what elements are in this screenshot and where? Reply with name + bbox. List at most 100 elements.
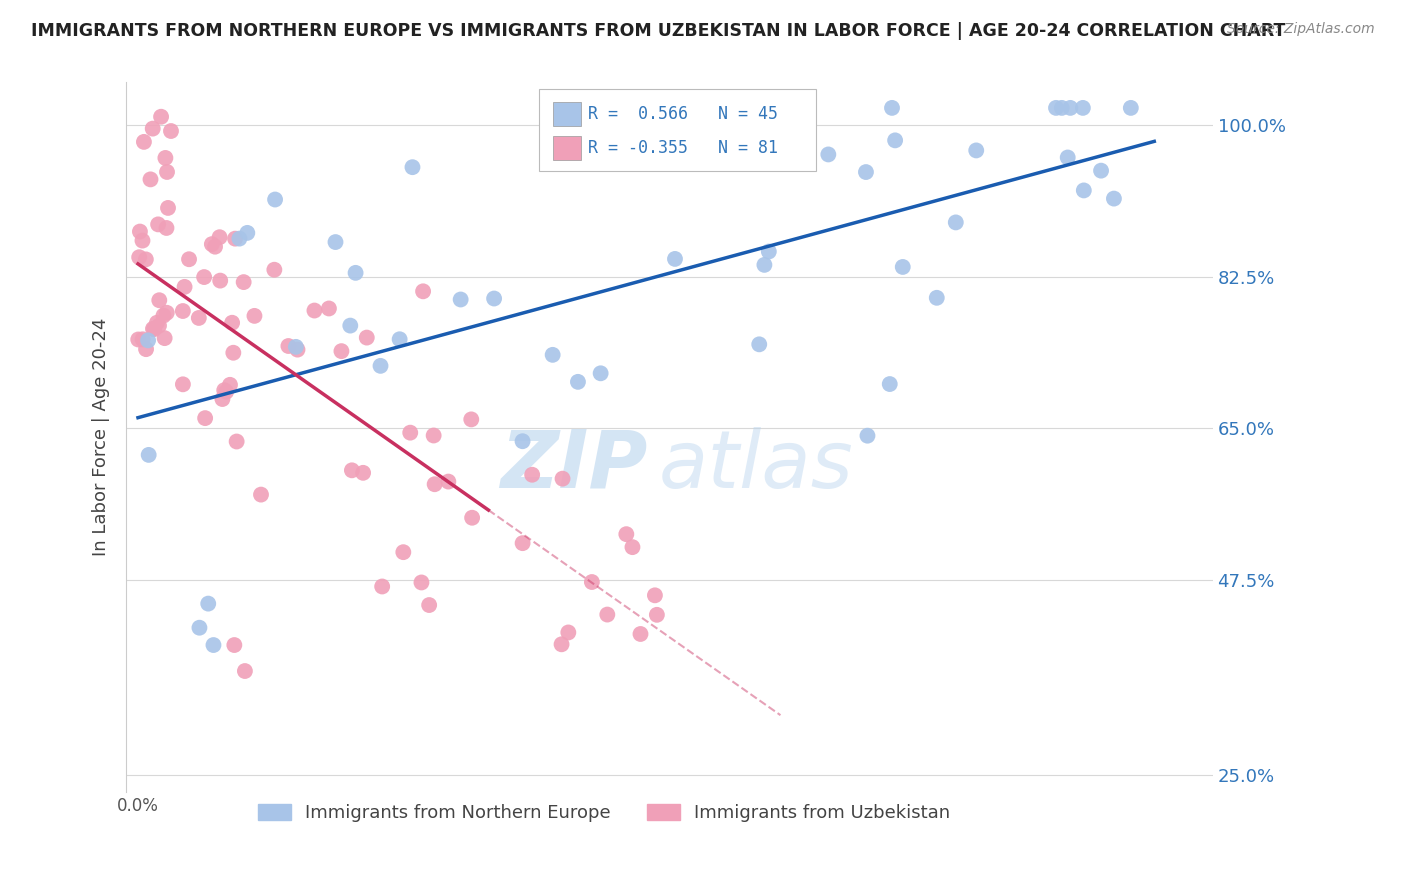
Point	[277, 339, 299, 353]
Point	[1073, 183, 1095, 197]
Point	[156, 165, 179, 179]
FancyBboxPatch shape	[538, 89, 815, 170]
Point	[211, 392, 233, 406]
Text: IMMIGRANTS FROM NORTHERN EUROPE VS IMMIGRANTS FROM UZBEKISTAN IN LABOR FORCE | A: IMMIGRANTS FROM NORTHERN EUROPE VS IMMIG…	[31, 22, 1285, 40]
Point	[945, 215, 967, 229]
Point	[325, 235, 347, 249]
Point	[392, 545, 415, 559]
Text: Source: ZipAtlas.com: Source: ZipAtlas.com	[1227, 22, 1375, 37]
Point	[222, 345, 245, 359]
Point	[1090, 163, 1112, 178]
Point	[758, 244, 780, 259]
Point	[541, 348, 564, 362]
Point	[461, 510, 484, 524]
Point	[412, 285, 434, 299]
Point	[856, 428, 879, 442]
Point	[880, 101, 903, 115]
Point	[209, 274, 232, 288]
Point	[567, 375, 589, 389]
Point	[193, 270, 215, 285]
Point	[925, 291, 948, 305]
Point	[318, 301, 340, 316]
Point	[512, 536, 534, 550]
Point	[208, 230, 231, 244]
Point	[551, 472, 574, 486]
Point	[891, 260, 914, 274]
Point	[304, 303, 326, 318]
Point	[146, 218, 169, 232]
Point	[155, 221, 177, 235]
Point	[817, 147, 839, 161]
Point	[1045, 101, 1067, 115]
Point	[155, 151, 177, 165]
Point	[225, 434, 247, 449]
Point	[188, 621, 211, 635]
Point	[148, 318, 170, 333]
Point	[1119, 101, 1142, 115]
Point	[150, 110, 173, 124]
Point	[142, 121, 165, 136]
Point	[204, 240, 226, 254]
Point	[160, 124, 183, 138]
Point	[136, 334, 159, 348]
Point	[388, 332, 411, 346]
Point	[135, 342, 157, 356]
Point	[965, 144, 987, 158]
Point	[401, 160, 423, 174]
Point	[233, 664, 256, 678]
Point	[224, 638, 246, 652]
Point	[215, 384, 238, 399]
Point	[156, 201, 179, 215]
Point	[879, 377, 901, 392]
Point	[221, 316, 243, 330]
Point	[139, 172, 162, 186]
Point	[450, 293, 472, 307]
Point	[132, 135, 155, 149]
Point	[557, 625, 579, 640]
Point	[330, 344, 353, 359]
Point	[482, 292, 505, 306]
Point	[1102, 192, 1125, 206]
Point	[340, 463, 363, 477]
Point	[399, 425, 422, 440]
Point	[460, 412, 482, 426]
Point	[621, 540, 644, 554]
Point	[589, 367, 612, 381]
Point	[243, 309, 266, 323]
Point	[264, 193, 287, 207]
Point	[236, 226, 259, 240]
Point	[148, 293, 170, 308]
Point	[156, 306, 179, 320]
Point	[512, 434, 534, 449]
Point	[172, 377, 194, 392]
Point	[1050, 101, 1073, 115]
FancyBboxPatch shape	[553, 102, 582, 126]
Point	[664, 252, 686, 266]
Point	[212, 383, 235, 397]
Point	[411, 575, 433, 590]
Point	[284, 340, 307, 354]
FancyBboxPatch shape	[553, 136, 582, 160]
Point	[131, 234, 153, 248]
Point	[143, 322, 166, 336]
Point	[250, 487, 273, 501]
Point	[201, 237, 224, 252]
Point	[614, 527, 637, 541]
Point	[219, 377, 242, 392]
Point	[748, 337, 770, 351]
Point	[228, 232, 250, 246]
Point	[630, 627, 652, 641]
Point	[173, 280, 195, 294]
Point	[128, 250, 150, 264]
Y-axis label: In Labor Force | Age 20-24: In Labor Force | Age 20-24	[93, 318, 110, 557]
Point	[422, 428, 444, 442]
Point	[127, 333, 149, 347]
Point	[356, 330, 378, 344]
Point	[202, 638, 225, 652]
Point	[135, 252, 157, 267]
Point	[371, 579, 394, 593]
Point	[287, 343, 309, 357]
Point	[129, 225, 152, 239]
Point	[153, 331, 176, 345]
Point	[418, 598, 440, 612]
